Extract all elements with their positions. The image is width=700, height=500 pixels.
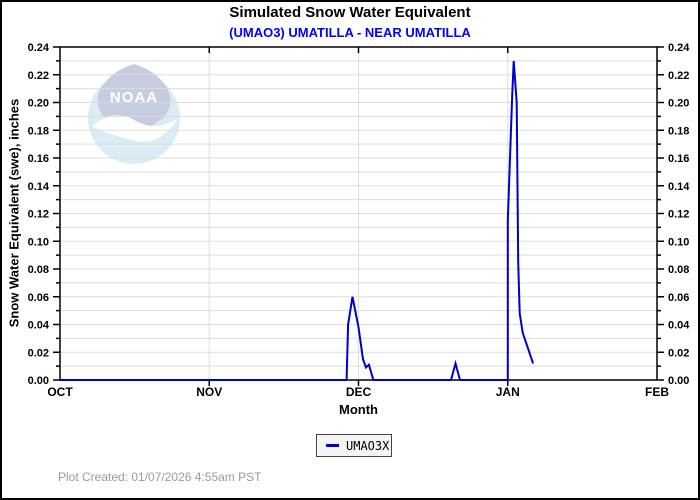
- x-tick-label: FEB: [645, 385, 669, 399]
- y-tick-label-right: 0.10: [668, 236, 689, 248]
- legend-line-swatch: [326, 444, 339, 447]
- y-tick-label-right: 0.04: [668, 320, 690, 332]
- y-tick-label-right: 0.24: [668, 42, 690, 54]
- y-tick-label-right: 0.08: [668, 264, 689, 276]
- noaa-logo-bird-icon: [92, 115, 178, 142]
- legend-series-label: UMAO3X: [346, 438, 390, 453]
- y-tick-label-right: 0.12: [668, 209, 689, 221]
- x-axis-label: Month: [339, 402, 378, 417]
- y-tick-label-right: 0.02: [668, 347, 689, 359]
- y-tick-label-right: 0.00: [668, 375, 689, 387]
- x-tick-label: DEC: [346, 385, 372, 399]
- y-tick-label-left: 0.04: [28, 320, 50, 332]
- y-tick-label-right: 0.18: [668, 125, 689, 137]
- y-tick-label-left: 0.20: [28, 98, 49, 110]
- chart-subtitle: (UMAO3) UMATILLA - NEAR UMATILLA: [229, 25, 471, 40]
- chart-title: Simulated Snow Water Equivalent: [229, 4, 471, 21]
- y-tick-label-left: 0.14: [28, 181, 50, 193]
- y-tick-label-right: 0.06: [668, 292, 689, 304]
- y-tick-label-left: 0.06: [28, 292, 49, 304]
- y-tick-label-left: 0.24: [28, 42, 50, 54]
- y-tick-label-left: 0.12: [28, 209, 49, 221]
- y-tick-label-left: 0.18: [28, 125, 49, 137]
- y-tick-label-right: 0.14: [668, 181, 690, 193]
- y-tick-label-left: 0.16: [28, 153, 49, 165]
- y-tick-label-right: 0.16: [668, 153, 689, 165]
- y-tick-label-left: 0.02: [28, 347, 49, 359]
- x-tick-label: NOV: [196, 385, 222, 399]
- y-tick-label-right: 0.20: [668, 98, 689, 110]
- y-tick-label-left: 0.00: [28, 375, 49, 387]
- plot-created-timestamp: Plot Created: 01/07/2026 4:55am PST: [58, 470, 262, 484]
- noaa-logo-text: NOAA: [110, 89, 158, 106]
- series-line: [60, 60, 535, 381]
- legend-box: UMAO3X: [316, 434, 392, 457]
- y-axis-label: Snow Water Equivalent (swe), inches: [6, 98, 22, 328]
- y-tick-label-left: 0.22: [28, 70, 49, 82]
- y-tick-label-right: 0.22: [668, 70, 689, 82]
- y-tick-label-left: 0.08: [28, 264, 49, 276]
- x-tick-label: OCT: [47, 385, 73, 399]
- x-tick-label: JAN: [496, 385, 520, 399]
- noaa-logo-watermark: NOAA: [88, 64, 180, 164]
- y-tick-label-left: 0.10: [28, 236, 49, 248]
